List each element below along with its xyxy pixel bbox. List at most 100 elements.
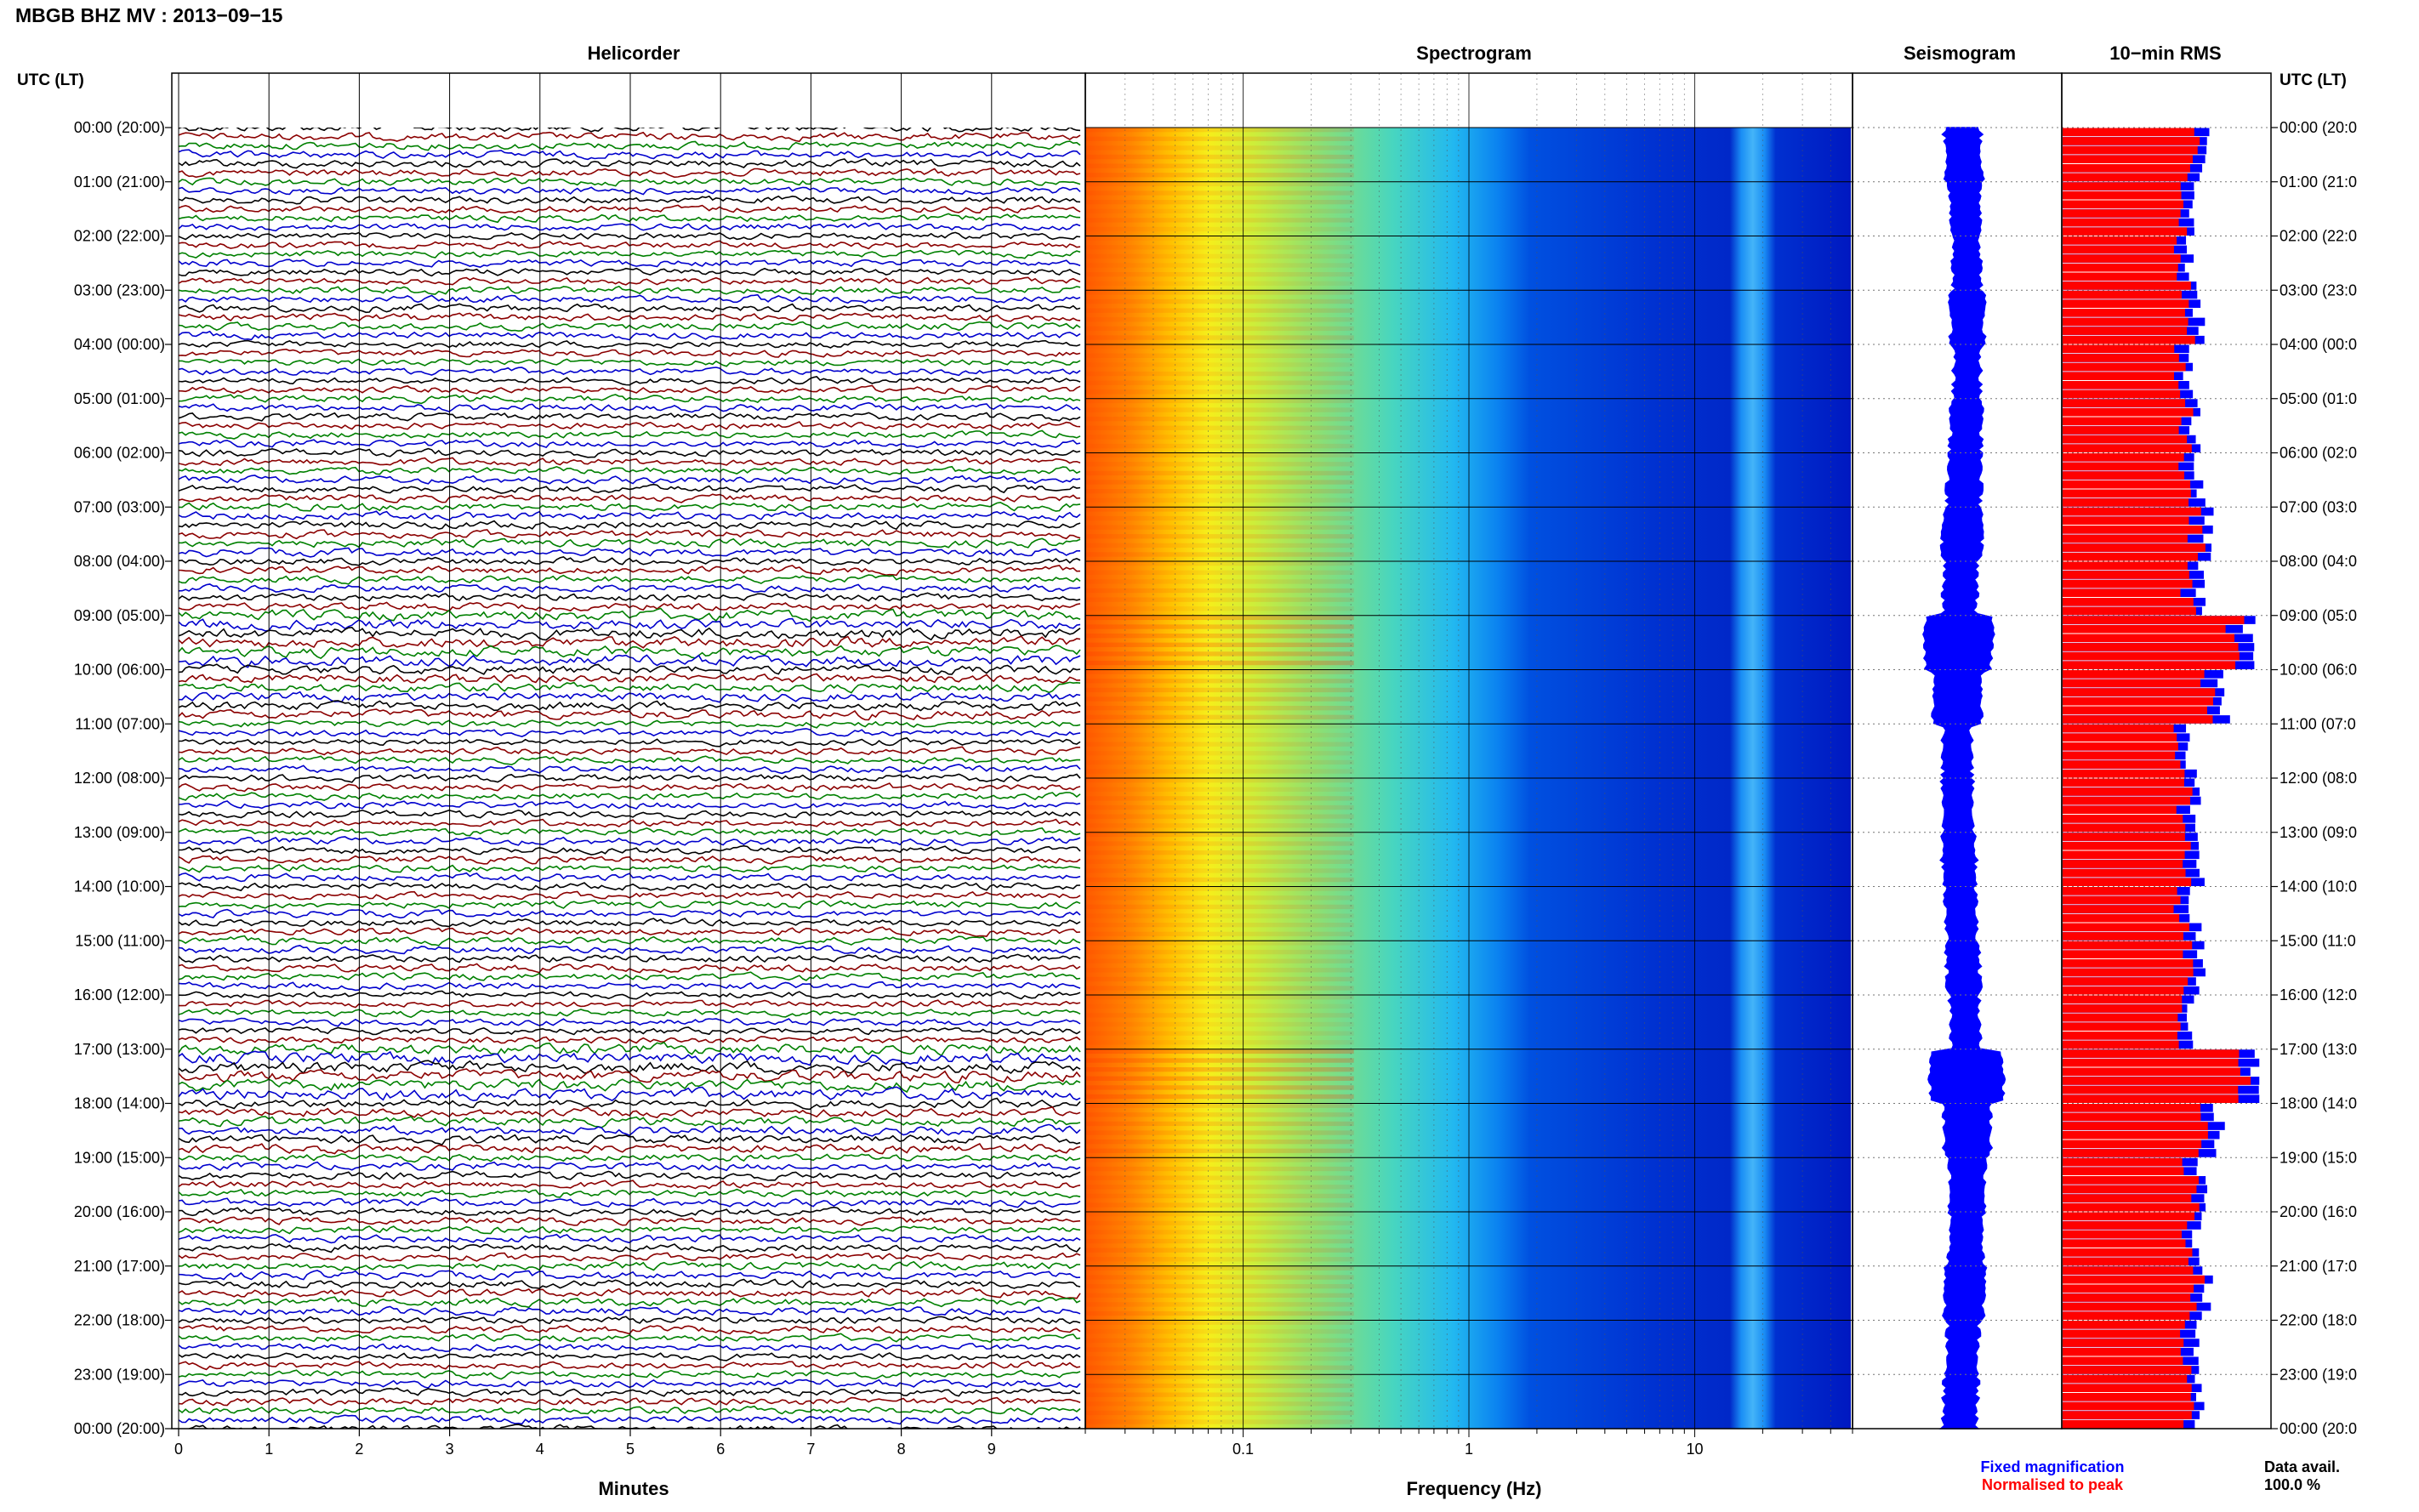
helicorder-trace [178, 1369, 1081, 1380]
right-time-label: 02:00 (22:0 [2280, 228, 2357, 245]
spectrogram-row-texture [1085, 1383, 1354, 1389]
spectrogram-row-texture [1085, 669, 1354, 674]
rms-bar-normalised [2063, 1013, 2178, 1022]
helicorder-trace [178, 900, 1081, 910]
helicorder-trace [178, 1026, 1081, 1036]
rms-bar-normalised [2063, 480, 2191, 489]
rms-bar-normalised [2063, 263, 2178, 272]
rms-bar-normalised [2063, 579, 2193, 588]
spectrogram-row-texture [1085, 263, 1354, 268]
left-time-label: 04:00 (00:00) [74, 336, 165, 353]
rms-bar-normalised [2063, 1384, 2192, 1392]
helicorder-x-tick-label: 4 [536, 1441, 544, 1458]
rms-bar-normalised [2063, 498, 2189, 507]
helicorder-trace [178, 204, 1081, 214]
spectrogram-row-texture [1085, 181, 1354, 187]
rms-bar-normalised [2063, 281, 2191, 290]
left-axis-label: UTC (LT) [17, 71, 84, 89]
helicorder-trace [178, 158, 1081, 169]
helicorder-trace [178, 607, 1081, 622]
rms-bar-normalised [2063, 489, 2191, 498]
spectrogram-row-texture [1085, 814, 1354, 819]
spectrogram-row-texture [1085, 696, 1354, 702]
rms-bar-normalised [2063, 389, 2181, 399]
spectrogram-row-texture [1085, 1293, 1354, 1298]
helicorder-trace [178, 259, 1081, 268]
spectrogram-row-texture [1085, 1410, 1354, 1416]
helicorder-trace [178, 1142, 1081, 1155]
rms-bar-normalised [2063, 1321, 2185, 1329]
helicorder-trace [178, 1252, 1081, 1262]
spectrogram-row-texture [1085, 976, 1354, 982]
helicorder-trace [178, 1170, 1081, 1181]
helicorder-trace [178, 1270, 1081, 1281]
spectrogram-row-texture [1085, 624, 1354, 629]
helicorder-trace [178, 592, 1081, 602]
helicorder-trace [178, 330, 1081, 341]
rms-bar-normalised [2063, 1077, 2251, 1085]
spectrogram-row-texture [1085, 1329, 1354, 1334]
spectrogram-row-texture [1085, 877, 1354, 883]
rms-bar-normalised [2063, 823, 2186, 833]
rms-bar-normalised [2063, 1329, 2181, 1339]
left-time-label: 14:00 (10:00) [74, 878, 165, 895]
spectrogram-row-texture [1085, 634, 1354, 639]
spectrogram-row-texture [1085, 913, 1354, 918]
rms-bar-normalised [2063, 435, 2188, 444]
rms-frame [2061, 72, 2272, 1430]
spectrogram-row-texture [1085, 190, 1354, 196]
spectrogram-row-texture [1085, 706, 1354, 711]
spectrogram-row-texture [1085, 868, 1354, 873]
helicorder-trace [178, 971, 1081, 982]
spectrogram-row-texture [1085, 570, 1354, 575]
helicorder-trace [178, 773, 1081, 783]
rms-bar-normalised [2063, 200, 2184, 209]
helicorder-trace [178, 935, 1081, 946]
spectrogram-row-texture [1085, 1157, 1354, 1162]
spectrogram-row-texture [1085, 742, 1354, 747]
rms-bar-normalised [2063, 236, 2177, 245]
spectrogram-row-texture [1085, 1140, 1354, 1145]
rms-bar-normalised [2063, 751, 2176, 760]
spectrogram-row-texture [1085, 1320, 1354, 1325]
helicorder-trace [178, 1153, 1081, 1163]
helicorder-trace [178, 926, 1081, 937]
right-time-label: 13:00 (09:0 [2280, 824, 2357, 841]
right-time-label: 09:00 (05:0 [2280, 607, 2357, 624]
rms-bar-normalised [2063, 986, 2184, 995]
helicorder-trace [178, 1216, 1081, 1226]
spectrogram-row-texture [1085, 145, 1354, 151]
rms-bar-normalised [2063, 526, 2203, 534]
helicorder-trace [178, 149, 1081, 161]
rms-bar-normalised [2063, 661, 2236, 669]
spectrogram-row-texture [1085, 253, 1354, 259]
right-time-label: 21:00 (17:0 [2280, 1258, 2357, 1275]
rms-bar-normalised [2063, 796, 2191, 805]
helicorder-trace [179, 358, 1081, 367]
helicorder-trace [178, 1116, 1081, 1128]
helicorder-trace [178, 140, 1081, 151]
left-time-label: 10:00 (06:00) [74, 662, 165, 679]
spectrogram-row-texture [1085, 1248, 1354, 1253]
spectrogram-row-texture [1085, 1185, 1354, 1190]
spectrogram-row-texture [1085, 1401, 1354, 1407]
rms-bar-normalised [2063, 670, 2205, 679]
rms-bar-normalised [2063, 453, 2184, 462]
rms-bar-normalised [2063, 769, 2185, 778]
helicorder-trace [178, 447, 1081, 458]
spectrogram-row-texture [1085, 308, 1354, 313]
right-time-label: 08:00 (04:0 [2280, 553, 2357, 570]
spectrogram-row-texture [1085, 597, 1354, 602]
spectrogram-row-texture [1085, 173, 1354, 178]
helicorder-trace [178, 501, 1081, 512]
helicorder-trace [178, 635, 1081, 650]
helicorder-trace [178, 394, 1081, 405]
helicorder-trace [178, 285, 1081, 295]
spectrogram-row-texture [1085, 995, 1354, 1000]
rms-bar-normalised [2063, 552, 2198, 561]
left-time-label: 19:00 (15:00) [74, 1149, 165, 1166]
helicorder-x-tick-label: 2 [355, 1441, 363, 1458]
spectrogram-row-texture [1085, 525, 1354, 530]
helicorder-x-tick-label: 3 [446, 1441, 454, 1458]
